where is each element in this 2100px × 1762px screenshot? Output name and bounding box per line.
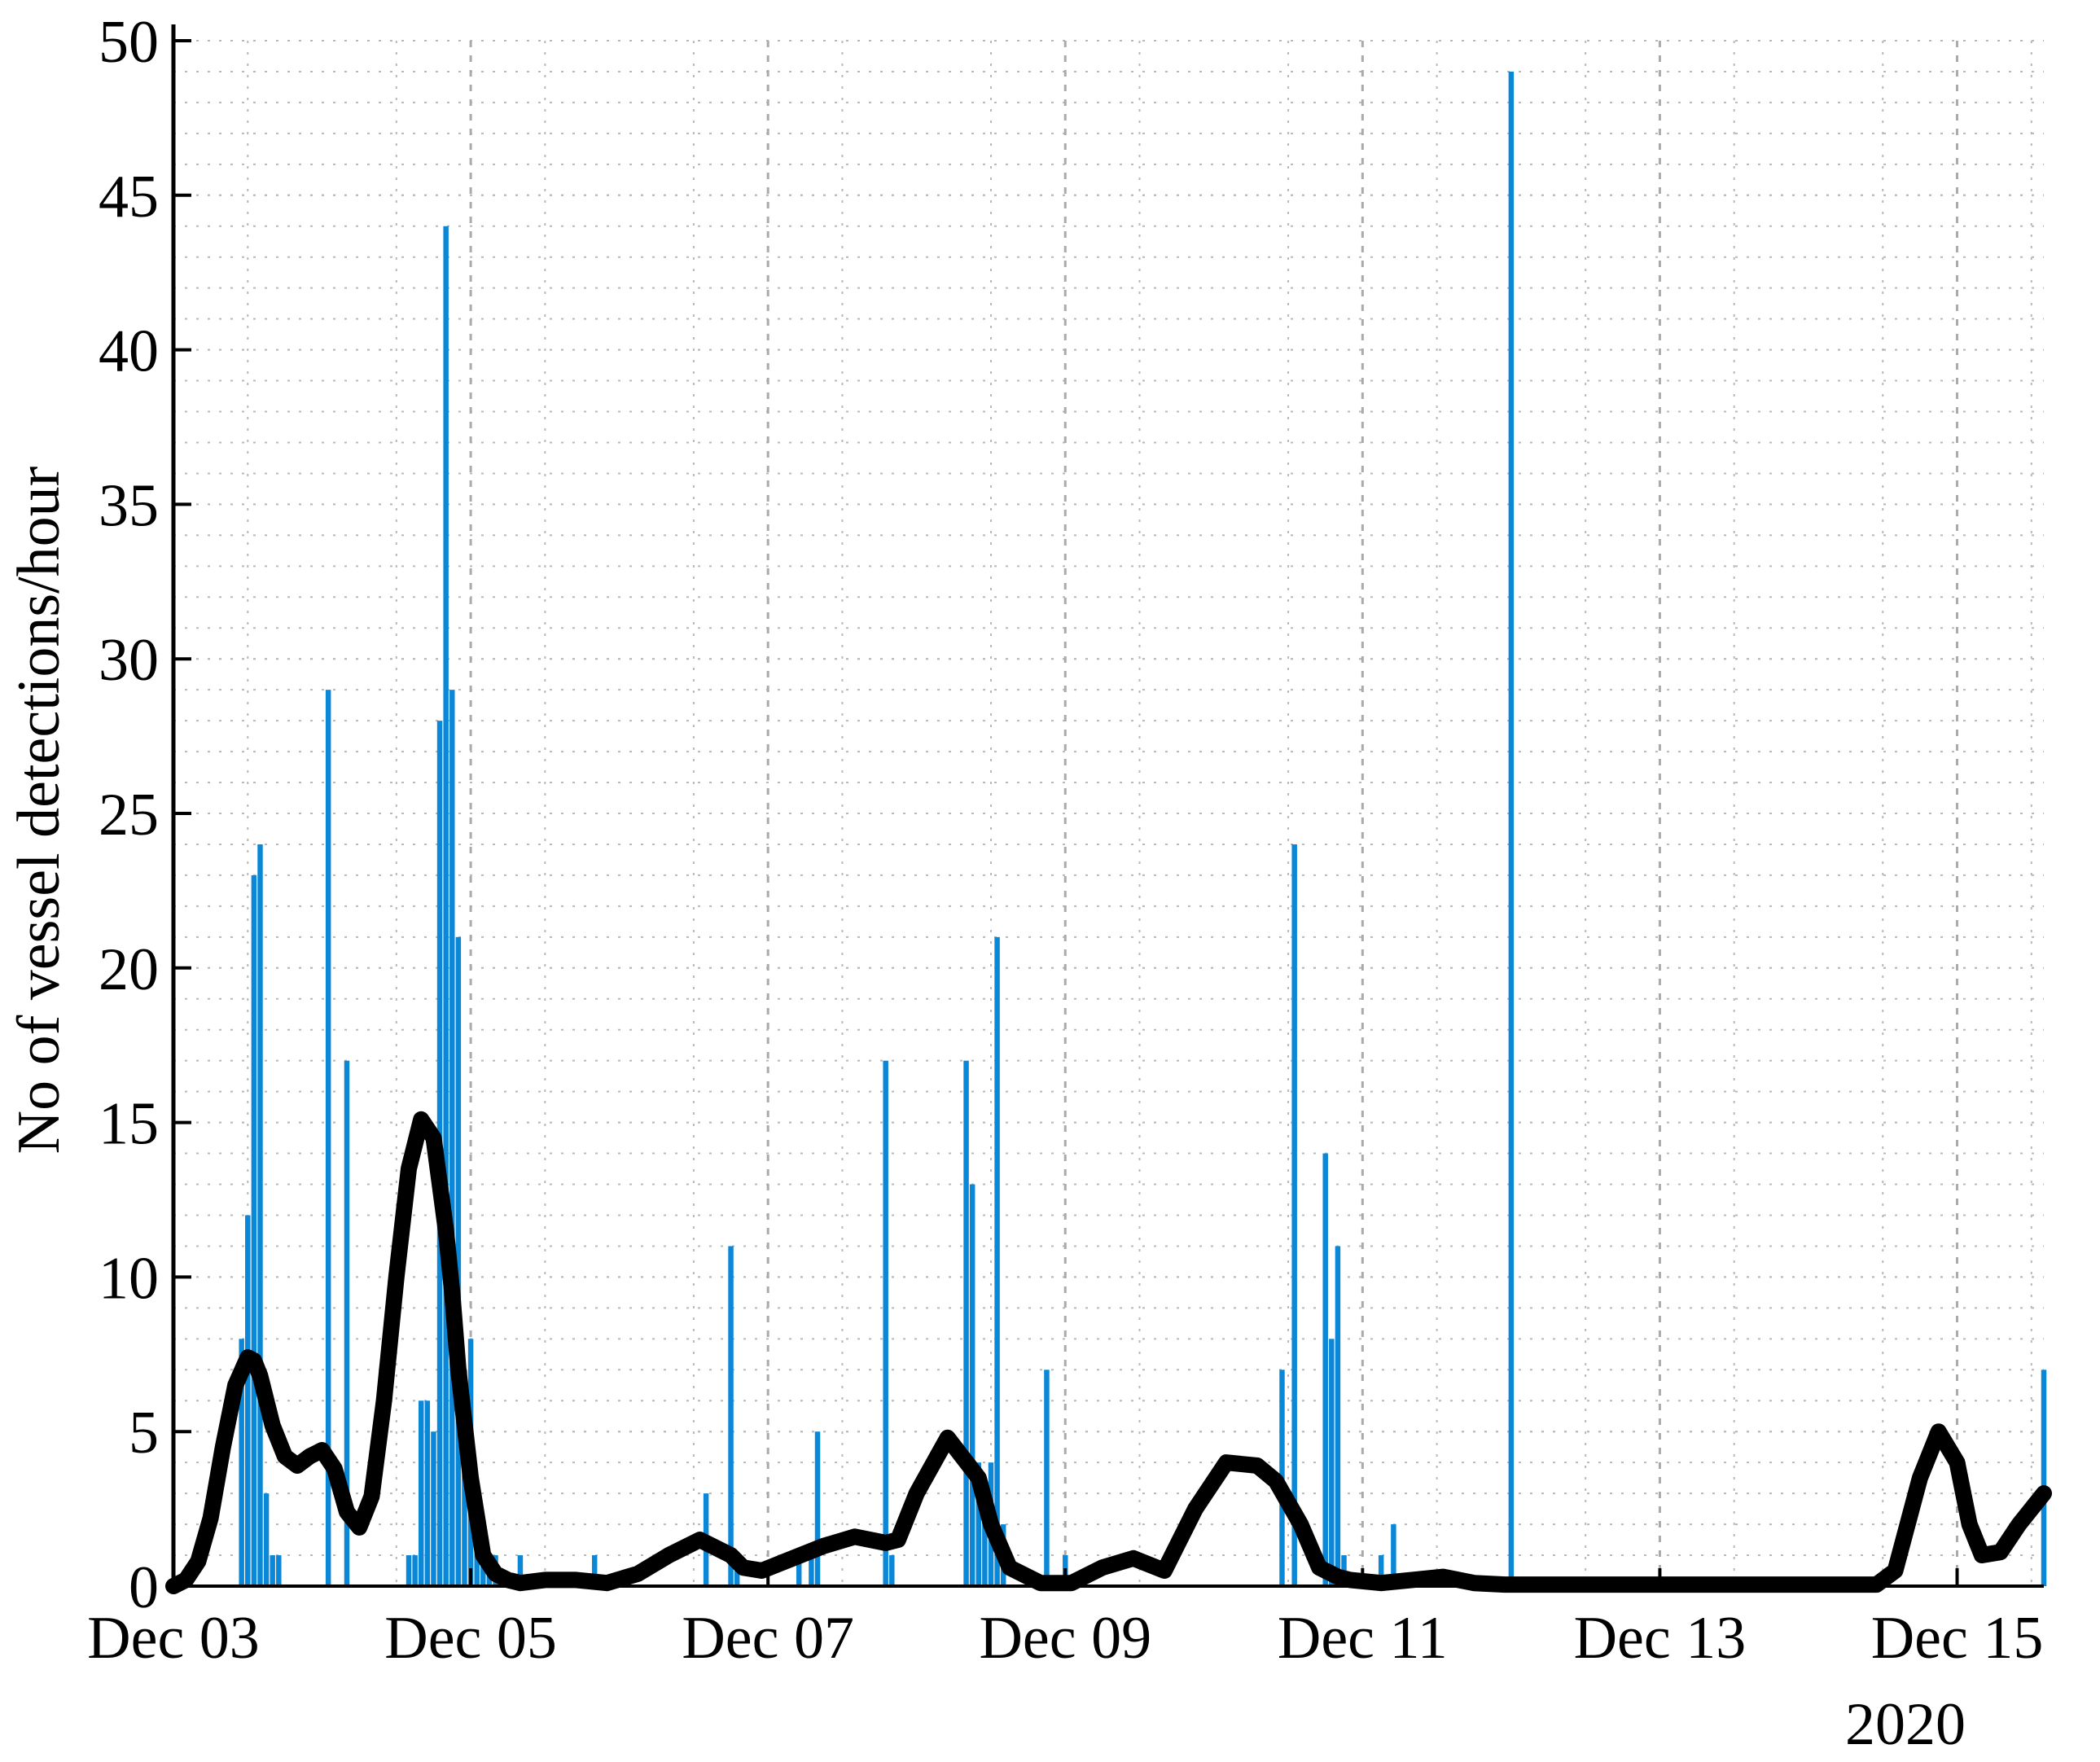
- x-tick-label: Dec 15: [1871, 1605, 2044, 1672]
- y-tick-label: 40: [99, 318, 159, 385]
- x-tick-label: Dec 11: [1278, 1605, 1448, 1672]
- bar: [889, 1555, 895, 1586]
- bar: [1044, 1370, 1050, 1586]
- bar: [431, 1431, 436, 1586]
- bar: [591, 1555, 598, 1586]
- bar: [1378, 1555, 1384, 1586]
- bar: [443, 226, 449, 1586]
- bar: [1391, 1524, 1396, 1586]
- bar: [2041, 1370, 2047, 1586]
- y-tick-label: 50: [99, 9, 159, 76]
- bar: [257, 844, 263, 1586]
- x-tick-label: Dec 09: [979, 1605, 1151, 1672]
- smoothed-curve: [165, 1111, 2052, 1594]
- label-layer: 0 5 10 15 20 25 30 35 40 45 50 Dec 03 Dec 05 Dec 07 De…: [87, 9, 2043, 1672]
- bar: [517, 1555, 524, 1586]
- bars-layer: [239, 71, 2047, 1587]
- bar: [1291, 844, 1297, 1586]
- year-label: 2020: [1845, 1691, 1966, 1758]
- bar: [424, 1400, 431, 1586]
- y-tick-label: 5: [129, 1400, 159, 1466]
- bar: [728, 1246, 734, 1586]
- x-tick-label: Dec 07: [682, 1605, 854, 1672]
- bar: [412, 1555, 418, 1586]
- y-tick-label: 30: [99, 627, 159, 694]
- bar: [975, 1462, 982, 1586]
- bar: [270, 1555, 275, 1586]
- bar: [239, 1339, 244, 1586]
- bar: [480, 1555, 486, 1586]
- y-tick-label: 15: [99, 1091, 159, 1158]
- bar: [276, 1555, 282, 1586]
- bar: [982, 1493, 988, 1586]
- y-tick-label: 10: [99, 1245, 159, 1312]
- bar: [1322, 1153, 1328, 1586]
- bar: [455, 936, 462, 1586]
- bar: [419, 1400, 424, 1586]
- x-tick-label: Dec 03: [87, 1605, 260, 1672]
- bar: [245, 1215, 251, 1586]
- x-tick-label: Dec 05: [384, 1605, 557, 1672]
- bar: [325, 690, 331, 1587]
- bar: [251, 874, 257, 1586]
- bar: [406, 1555, 412, 1586]
- bar: [969, 1184, 975, 1586]
- x-tick-label: Dec 13: [1574, 1605, 1747, 1672]
- bar: [796, 1555, 802, 1586]
- y-tick-label: 35: [99, 472, 159, 539]
- bar: [994, 936, 1000, 1586]
- curve-layer: [165, 1111, 2052, 1594]
- y-tick-label: 0: [129, 1554, 159, 1621]
- y-tick-label: 20: [99, 936, 159, 1003]
- bar: [883, 1060, 888, 1586]
- bar: [809, 1555, 814, 1586]
- y-axis-title: No of vessel detections/hour: [6, 467, 72, 1155]
- bar: [814, 1431, 821, 1586]
- bar: [1508, 71, 1515, 1587]
- bar: [263, 1493, 270, 1586]
- bar: [963, 1060, 969, 1586]
- bar: [1335, 1246, 1341, 1586]
- y-tick-label: 45: [99, 164, 159, 230]
- bar: [449, 690, 455, 1587]
- bar: [1329, 1339, 1335, 1586]
- bar: [344, 1060, 350, 1586]
- y-tick-label: 25: [99, 782, 159, 848]
